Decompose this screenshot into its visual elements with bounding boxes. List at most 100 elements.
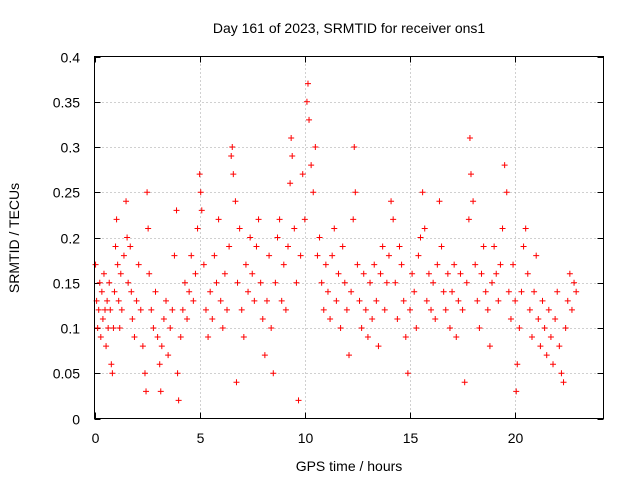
data-point-marker <box>95 306 102 313</box>
data-point-marker <box>115 297 122 304</box>
data-point-marker <box>327 315 334 322</box>
data-point-marker <box>117 270 124 277</box>
data-point-marker <box>524 270 531 277</box>
data-point-marker <box>303 98 310 105</box>
data-point-marker <box>362 306 369 313</box>
data-point-marker <box>489 279 496 286</box>
data-point-marker <box>270 370 277 377</box>
data-point-marker <box>110 325 117 331</box>
data-point-marker <box>497 261 504 268</box>
data-point-marker <box>449 288 456 295</box>
x-tick-label: 10 <box>298 430 314 446</box>
data-point-marker <box>263 297 270 304</box>
x-axis-label: GPS time / hours <box>296 458 403 474</box>
data-point-marker <box>436 198 443 205</box>
data-point-marker <box>234 279 241 286</box>
data-point-marker <box>253 243 260 250</box>
x-tick-labels: 0 5 10 15 20 <box>92 430 524 446</box>
data-point-marker <box>455 297 462 304</box>
data-point-marker <box>131 334 138 341</box>
data-point-marker <box>268 325 275 331</box>
data-point-marker <box>215 216 222 223</box>
data-point-marker <box>394 315 401 322</box>
data-point-marker <box>197 189 204 196</box>
y-tick-label: 0.2 <box>61 231 81 247</box>
data-point-marker <box>413 325 420 331</box>
data-point-marker <box>301 216 308 223</box>
data-point-marker <box>446 325 453 331</box>
y-tick-labels: 0 0.05 0.1 0.15 0.2 0.25 0.3 0.35 0.4 <box>53 50 80 428</box>
data-point-marker <box>247 234 254 241</box>
grid-lines <box>94 56 604 419</box>
data-point-marker <box>432 315 439 322</box>
data-point-marker <box>249 270 256 277</box>
data-point-marker <box>105 325 112 331</box>
data-point-marker <box>107 306 114 313</box>
data-point-marker <box>106 279 113 286</box>
data-point-marker <box>419 189 426 196</box>
data-point-marker <box>351 144 358 150</box>
y-tick-label: 0.3 <box>61 140 81 156</box>
y-tick-label: 0.25 <box>53 185 80 201</box>
data-point-marker <box>103 343 110 350</box>
y-tick-label: 0.1 <box>61 321 81 337</box>
data-point-marker <box>259 315 266 322</box>
data-point-marker <box>337 325 344 331</box>
x-tick-label: 0 <box>92 430 100 446</box>
data-point-marker <box>113 216 120 223</box>
data-point-marker <box>163 297 170 304</box>
y-tick-label: 0.4 <box>61 50 81 66</box>
data-point-marker <box>531 288 538 295</box>
data-point-marker <box>94 325 101 331</box>
data-point-marker <box>428 306 435 313</box>
x-tick-label: 5 <box>197 430 205 446</box>
data-point-marker <box>316 234 323 241</box>
axis-ticks <box>94 56 604 420</box>
data-point-marker <box>516 325 523 331</box>
data-point-marker <box>522 225 529 232</box>
data-point-marker <box>440 288 447 295</box>
data-point-marker <box>295 397 302 404</box>
data-point-marker <box>226 243 233 250</box>
data-point-marker <box>573 288 580 295</box>
data-point-marker <box>514 361 521 368</box>
data-point-marker <box>152 288 159 295</box>
data-point-marker <box>98 288 105 295</box>
data-point-marker <box>453 334 460 341</box>
data-point-marker <box>217 297 224 304</box>
data-point-marker <box>558 370 565 377</box>
data-point-marker <box>329 252 336 259</box>
data-point-marker <box>175 397 182 404</box>
data-point-marker <box>371 261 378 268</box>
data-point-marker <box>261 352 268 359</box>
data-point-marker <box>348 288 355 295</box>
data-point-marker <box>144 189 151 196</box>
data-point-marker <box>157 388 164 395</box>
data-point-marker <box>543 352 550 359</box>
data-point-marker <box>181 279 188 286</box>
data-point-marker <box>333 297 340 304</box>
data-point-marker <box>552 315 559 322</box>
data-point-marker <box>219 325 226 331</box>
data-point-marker <box>335 270 342 277</box>
data-point-marker <box>224 306 231 313</box>
data-point-marker <box>423 297 430 304</box>
data-point-marker <box>392 279 399 286</box>
data-point-marker <box>415 252 422 259</box>
data-point-marker <box>174 370 181 377</box>
data-point-marker <box>272 279 279 286</box>
data-point-marker <box>135 261 142 268</box>
data-point-marker <box>177 334 184 341</box>
data-point-marker <box>310 189 317 196</box>
data-point-marker <box>169 306 176 313</box>
data-point-marker <box>242 261 249 268</box>
x-tick-label: 20 <box>508 430 524 446</box>
data-point-marker <box>550 361 557 368</box>
data-point-marker <box>324 288 331 295</box>
data-point-marker <box>278 297 285 304</box>
data-point-marker <box>493 270 500 277</box>
data-point-marker <box>350 216 357 223</box>
data-point-marker <box>375 343 382 350</box>
data-point-marker <box>99 315 106 322</box>
data-point-marker <box>289 153 296 160</box>
